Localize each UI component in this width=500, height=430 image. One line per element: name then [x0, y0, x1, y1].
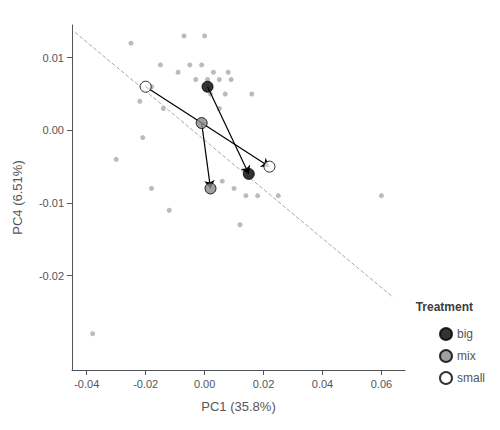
- svg-text:-0.01: -0.01: [39, 197, 64, 209]
- svg-text:0.00: 0.00: [194, 378, 215, 390]
- svg-text:0.00: 0.00: [43, 124, 64, 136]
- svg-text:0.04: 0.04: [312, 378, 333, 390]
- svg-text:0.06: 0.06: [371, 378, 392, 390]
- svg-text:PC1 (35.8%): PC1 (35.8%): [201, 399, 275, 414]
- svg-text:small: small: [457, 371, 485, 385]
- svg-text:big: big: [457, 327, 473, 341]
- svg-text:Treatment: Treatment: [416, 300, 473, 314]
- svg-text:-0.02: -0.02: [133, 378, 158, 390]
- svg-text:mix: mix: [457, 349, 476, 363]
- svg-text:PC4 (6.51%): PC4 (6.51%): [10, 160, 25, 234]
- svg-text:0.02: 0.02: [253, 378, 274, 390]
- svg-text:-0.02: -0.02: [39, 270, 64, 282]
- svg-text:-0.04: -0.04: [74, 378, 99, 390]
- svg-text:0.01: 0.01: [43, 52, 64, 64]
